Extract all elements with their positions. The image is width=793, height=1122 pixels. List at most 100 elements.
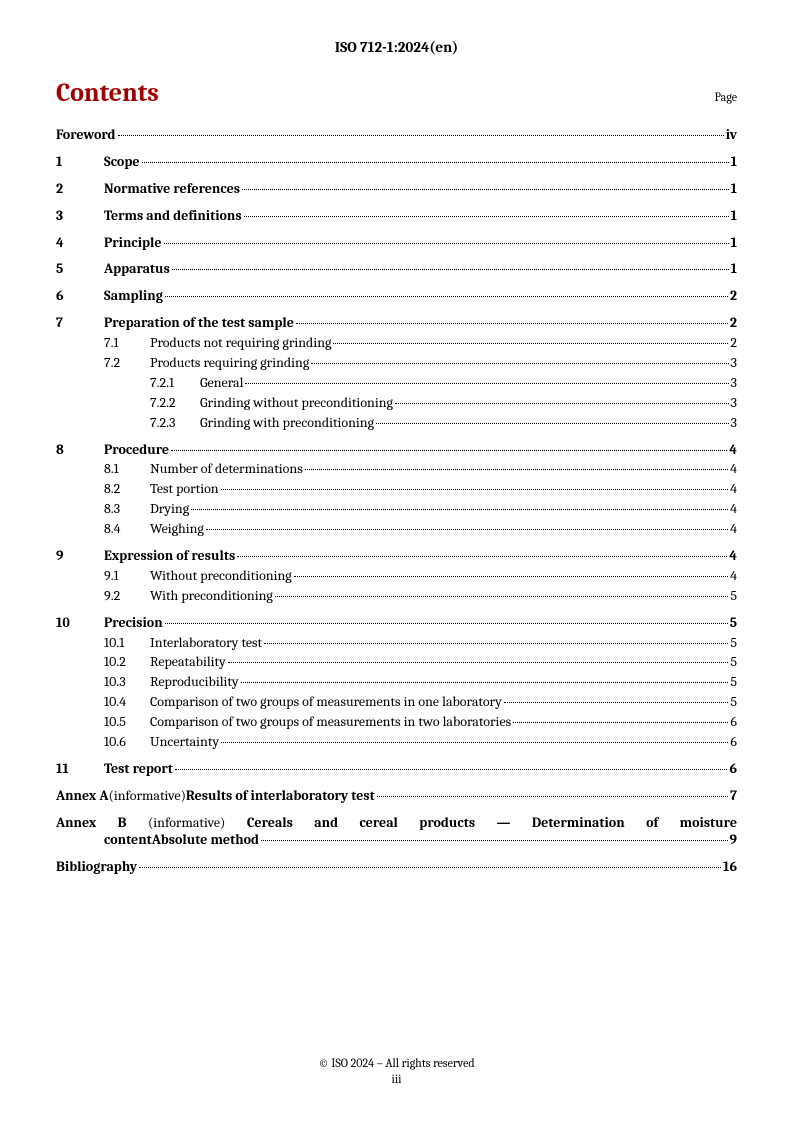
toc-entry-10: 10 Precision 5 (56, 614, 737, 633)
toc-label: Procedure (104, 441, 169, 460)
toc-entry-10-2: 10.2 Repeatability 5 (104, 653, 737, 672)
toc-label: Uncertainty (150, 733, 219, 752)
toc-label: Foreword (56, 126, 116, 145)
toc-page: 3 (731, 354, 737, 373)
toc-entry-11: 11 Test report 6 (56, 760, 737, 779)
toc-page: 4 (730, 460, 737, 479)
toc-number: 8.3 (104, 500, 150, 519)
toc-number: 9.1 (104, 567, 150, 586)
toc-number: 10.2 (104, 653, 150, 672)
toc-label: Test report (104, 760, 173, 779)
toc-number: 10.6 (104, 733, 150, 752)
toc-page: 5 (730, 693, 737, 712)
toc-page: 3 (731, 414, 737, 433)
toc-label: General (200, 374, 243, 393)
toc-label: Principle (104, 234, 162, 253)
toc-leader (296, 323, 728, 324)
toc-entry-bibliography: Bibliography 16 (56, 858, 737, 877)
toc-page: 1 (731, 153, 737, 172)
toc-annex-prefix: Annex A (56, 787, 108, 806)
toc-number: 2 (56, 180, 104, 199)
toc-entry-8: 8 Procedure 4 (56, 441, 737, 460)
toc-label: Sampling (104, 287, 163, 306)
toc-label: Apparatus (104, 260, 170, 279)
document-header: ISO 712-1:2024(en) (56, 38, 737, 56)
page-column-label: Page (715, 90, 737, 106)
footer-page-number: iii (0, 1072, 793, 1086)
toc-entry-2: 2 Normative references 1 (56, 180, 737, 199)
toc-leader (206, 529, 728, 530)
toc-entry-8-2: 8.2 Test portion 4 (104, 480, 737, 499)
toc-number: 7.2.2 (150, 394, 200, 413)
toc-page: 6 (729, 760, 737, 779)
toc-page: 7 (730, 787, 737, 806)
toc-leader (333, 343, 728, 344)
toc-number: 7 (56, 314, 104, 333)
toc-page: 1 (731, 207, 737, 226)
toc-entry-7: 7 Preparation of the test sample 2 (56, 314, 737, 333)
toc-page: 4 (730, 520, 737, 539)
toc-label: Grinding with preconditioning (200, 414, 374, 433)
toc-leader (261, 840, 728, 841)
toc-entry-10-1: 10.1 Interlaboratory test 5 (104, 634, 737, 653)
toc-label: Number of determinations (150, 460, 303, 479)
footer-copyright: © ISO 2024 – All rights reserved (0, 1056, 793, 1070)
toc-leader (513, 722, 728, 723)
toc-number: 7.2 (104, 354, 150, 373)
toc-entry-9-1: 9.1 Without preconditioning 4 (104, 567, 737, 586)
toc-label: Normative references (104, 180, 240, 199)
toc-number: 7.1 (104, 334, 150, 353)
toc-label: Scope (104, 153, 140, 172)
toc-page: 5 (730, 587, 737, 606)
toc-leader (245, 383, 728, 384)
toc-label: Precision (104, 614, 163, 633)
toc-label: Products not requiring grinding (150, 334, 331, 353)
toc-label: Test portion (150, 480, 219, 499)
toc-label: contentAbsolute method (104, 831, 259, 850)
toc-entry-9: 9 Expression of results 4 (56, 547, 737, 566)
toc-page: 5 (730, 634, 737, 653)
toc-number: 8.4 (104, 520, 150, 539)
toc-label: Expression of results (104, 547, 235, 566)
toc-entry-6: 6 Sampling 2 (56, 287, 737, 306)
toc-leader (172, 269, 729, 270)
toc-annex-prefix: Annex B (56, 814, 127, 831)
toc-page: 5 (730, 614, 737, 633)
toc-page: 16 (723, 858, 737, 877)
toc-leader (377, 796, 728, 797)
toc-leader (175, 769, 728, 770)
toc-label: Products requiring grinding (150, 354, 309, 373)
toc-number: 10.1 (104, 634, 150, 653)
toc-number: 10.3 (104, 673, 150, 692)
toc-leader (191, 509, 728, 510)
table-of-contents: Foreword iv 1 Scope 1 2 Normative refere… (56, 126, 737, 877)
toc-entry-8-3: 8.3 Drying 4 (104, 500, 737, 519)
toc-leader (311, 363, 728, 364)
toc-label: Bibliography (56, 858, 137, 877)
toc-number: 8.1 (104, 460, 150, 479)
toc-number: 8.2 (104, 480, 150, 499)
toc-leader (165, 623, 728, 624)
toc-entry-annex-a: Annex A (informative) Results of interla… (56, 787, 737, 806)
toc-leader (294, 576, 728, 577)
toc-entry-7-2: 7.2 Products requiring grinding 3 (104, 354, 737, 373)
toc-leader (228, 662, 729, 663)
toc-leader (395, 403, 729, 404)
toc-entry-3: 3 Terms and definitions 1 (56, 207, 737, 226)
toc-number: 3 (56, 207, 104, 226)
toc-number: 7.2.1 (150, 374, 200, 393)
toc-label: Interlaboratory test (150, 634, 262, 653)
toc-entry-8-4: 8.4 Weighing 4 (104, 520, 737, 539)
toc-leader (242, 189, 729, 190)
toc-page: 4 (730, 567, 737, 586)
toc-page: 2 (730, 334, 737, 353)
toc-label: Drying (150, 500, 189, 519)
toc-leader (264, 643, 728, 644)
toc-number: 5 (56, 260, 104, 279)
toc-leader (139, 867, 721, 868)
toc-leader (244, 216, 729, 217)
toc-label: Weighing (150, 520, 204, 539)
toc-label: Without preconditioning (150, 567, 292, 586)
toc-number: 1 (56, 153, 104, 172)
toc-number: 9.2 (104, 587, 150, 606)
